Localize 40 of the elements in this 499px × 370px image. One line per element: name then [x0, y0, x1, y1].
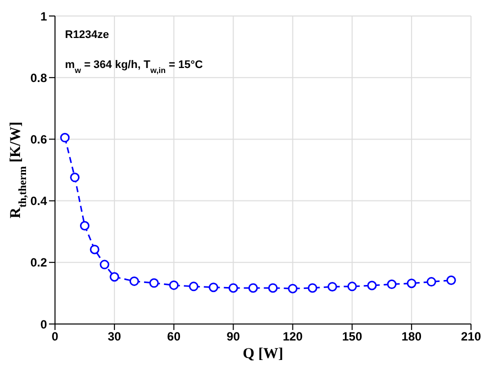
point [80, 221, 90, 230]
point [60, 132, 70, 142]
point [228, 283, 238, 293]
point [129, 276, 139, 286]
y-tick-label: 0.4 [30, 194, 48, 208]
point [188, 282, 198, 292]
x-tick-label: 180 [402, 330, 422, 344]
point [347, 282, 357, 292]
point [406, 278, 416, 288]
point [90, 244, 100, 254]
point [149, 278, 159, 288]
point [446, 276, 456, 286]
x-tick-label: 150 [342, 330, 362, 344]
point [426, 277, 436, 287]
point [308, 283, 318, 293]
annotation: R1234ze [65, 29, 110, 41]
annotation: m$_{w}$ = 364 kg/h, T$_{w,in}$ = 15°C [65, 59, 203, 74]
point [387, 280, 397, 290]
point [208, 282, 218, 292]
x-tick-label: 0 [52, 330, 59, 344]
x-tick-label: 90 [226, 330, 240, 344]
x-tick-label: 120 [282, 330, 304, 344]
point [268, 283, 278, 293]
point [288, 284, 298, 294]
point [367, 280, 377, 290]
y-tick-label: 0.2 [30, 256, 48, 270]
y-tick-label: 0.8 [30, 70, 48, 85]
point [328, 282, 338, 292]
x-tick-label: 60 [167, 330, 181, 344]
x-axis-title: Q [W] [242, 346, 284, 362]
x-tick-label: 210 [460, 330, 482, 344]
point [110, 272, 120, 282]
point [248, 283, 258, 293]
point [70, 172, 80, 182]
point [100, 260, 110, 270]
point [169, 280, 179, 290]
y-tick-label: 0 [40, 317, 48, 332]
y-tick-label: 0.6 [30, 132, 48, 146]
y-tick-label: 1 [40, 9, 48, 24]
x-tick-label: 30 [108, 330, 122, 344]
